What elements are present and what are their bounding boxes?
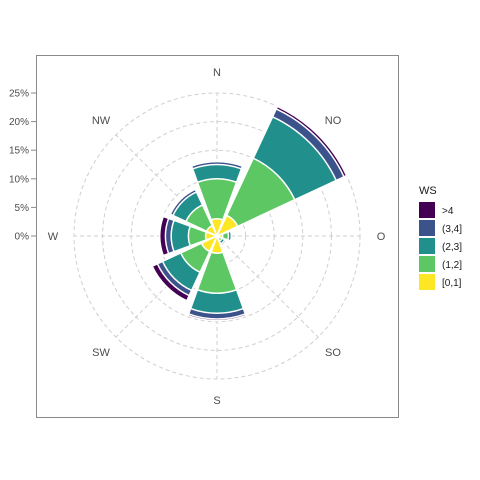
direction-label-SW: SW: [92, 347, 110, 359]
legend-label-0: >4: [442, 206, 454, 217]
bar-N-2: [196, 178, 238, 239]
bar-NO-1: [215, 214, 239, 238]
legend-label-4: [0,1]: [442, 278, 462, 289]
radial-tick-label-2: 10%: [9, 174, 29, 185]
legend-title: WS: [419, 185, 437, 197]
direction-label-O: O: [377, 231, 386, 243]
legend-key-3: [419, 256, 435, 272]
bar-S-1: [210, 233, 224, 254]
bar-W-2: [187, 225, 220, 247]
radial-tick-label-0: 0%: [15, 232, 30, 243]
legend: WS >4 (3,4] (2,3] (1,2] [0,1]: [419, 185, 462, 290]
bar-NO-2: [215, 157, 296, 238]
bar-NW-1: [205, 224, 219, 238]
bar-S-2: [196, 233, 238, 294]
direction-label-N: N: [213, 67, 221, 79]
legend-key-4: [419, 274, 435, 290]
direction-label-W: W: [48, 231, 59, 243]
bar-W-1: [204, 231, 220, 241]
bars: [151, 105, 348, 322]
legend-key-1: [419, 220, 435, 236]
radial-ticks: 0% 5% 10% 15% 20% 25%: [9, 89, 36, 243]
direction-label-NW: NW: [92, 115, 111, 127]
legend-label-2: (2,3]: [442, 242, 462, 253]
bar-SW-1: [200, 234, 219, 253]
direction-labels: N NO O SO S SW W NW: [48, 67, 386, 407]
direction-label-SO: SO: [325, 347, 341, 359]
legend-key-2: [419, 238, 435, 254]
bar-N-1: [210, 218, 224, 239]
grid-spoke-SO: [216, 235, 319, 338]
radial-tick-label-5: 25%: [9, 89, 29, 100]
panel-border: [36, 55, 399, 418]
radial-tick-label-4: 20%: [9, 117, 29, 128]
radial-tick-label-1: 5%: [15, 203, 30, 214]
legend-key-0: [419, 202, 435, 218]
radial-tick-label-3: 15%: [9, 146, 29, 157]
legend-label-1: (3,4]: [442, 224, 462, 235]
legend-label-3: (1,2]: [442, 260, 462, 271]
direction-label-S: S: [213, 395, 220, 407]
direction-label-NO: NO: [325, 115, 342, 127]
